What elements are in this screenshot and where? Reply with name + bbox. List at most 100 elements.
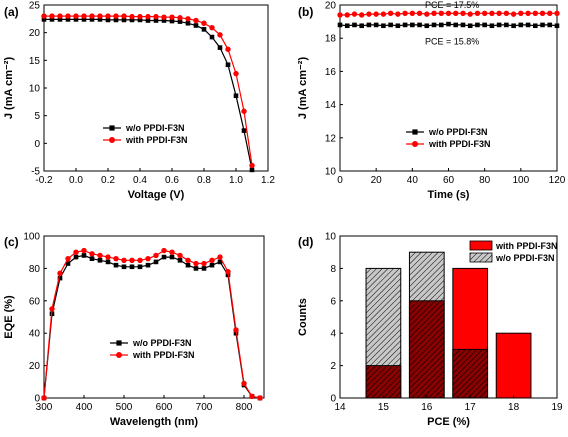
- data-point: [554, 10, 560, 16]
- data-point: [65, 17, 71, 22]
- data-point: [366, 22, 372, 28]
- data-point: [193, 260, 199, 267]
- x-tick-label: 60: [443, 175, 455, 186]
- data-point: [402, 22, 408, 28]
- data-point: [153, 18, 159, 23]
- data-point: [57, 13, 63, 19]
- data-point: [81, 17, 87, 22]
- data-point: [337, 22, 343, 28]
- data-point: [129, 13, 135, 20]
- x-axis-label: Time (s): [428, 189, 470, 201]
- data-point: [129, 264, 135, 270]
- x-tick-label: 0.2: [101, 175, 115, 186]
- data-point: [137, 264, 143, 270]
- x-tick-label: 300: [36, 402, 53, 413]
- y-axis-label: Counts: [297, 298, 309, 336]
- data-point: [352, 22, 357, 28]
- data-point: [504, 22, 509, 28]
- data-point: [533, 23, 538, 29]
- data-point: [431, 22, 437, 28]
- data-point: [153, 252, 159, 259]
- bar-with-ppdi: [365, 365, 402, 399]
- x-tick-label: -0.2: [35, 175, 53, 186]
- data-point: [547, 22, 553, 28]
- data-point: [73, 13, 79, 19]
- data-point: [257, 395, 263, 401]
- x-tick-label: 1.2: [261, 175, 275, 186]
- x-tick-label: 80: [479, 175, 491, 186]
- data-point: [97, 13, 103, 19]
- y-tick-label: 20: [325, 1, 337, 12]
- data-point: [65, 13, 71, 19]
- data-point: [89, 256, 95, 261]
- legend: with PPDI-F3N w/o PPDI-F3N: [469, 240, 558, 263]
- y-tick-label: 10: [29, 84, 41, 95]
- y-tick-label: 18: [325, 34, 337, 45]
- data-point: [109, 137, 115, 143]
- data-point: [489, 10, 495, 16]
- x-tick-label: 15: [378, 402, 390, 413]
- data-point: [395, 11, 401, 17]
- y-tick-label: -5: [31, 167, 40, 178]
- series-without-ppdi: [41, 253, 263, 401]
- data-point: [193, 23, 199, 28]
- y-tick-label: 4: [330, 329, 336, 340]
- series-with-ppdi: [337, 10, 560, 18]
- legend: w/o PPDI-F3N with PPDI-F3N: [406, 127, 491, 149]
- pce-annotation: PCE = 15.8%: [425, 37, 479, 47]
- data-point: [431, 10, 437, 16]
- panel-label: (c): [4, 235, 19, 249]
- data-point: [539, 10, 546, 16]
- y-tick-label: 60: [29, 296, 41, 307]
- data-point: [41, 395, 47, 401]
- data-point: [453, 22, 459, 28]
- legend-label: w/o PPDI-F3N: [428, 127, 488, 137]
- data-point: [105, 259, 111, 265]
- y-tick-label: 25: [29, 1, 41, 12]
- x-tick-label: 100: [512, 175, 529, 186]
- data-point: [89, 13, 95, 19]
- data-point: [416, 10, 423, 16]
- data-point: [380, 11, 387, 17]
- x-tick-label: 0.8: [197, 175, 211, 186]
- data-point: [81, 13, 87, 19]
- data-point: [233, 70, 239, 77]
- data-point: [438, 10, 444, 16]
- data-point: [137, 257, 143, 263]
- data-point: [510, 11, 517, 17]
- data-point: [366, 11, 372, 17]
- y-tick-label: 10: [325, 232, 337, 243]
- data-point: [453, 10, 459, 16]
- data-point: [169, 254, 175, 260]
- data-point: [402, 10, 408, 16]
- data-point: [161, 254, 167, 260]
- y-tick-label: 14: [325, 100, 337, 111]
- x-tick-label: 40: [407, 175, 419, 186]
- data-point: [161, 14, 167, 20]
- data-point: [41, 13, 47, 19]
- data-point: [129, 17, 135, 23]
- series-line: [43, 249, 261, 399]
- x-tick-label: 14: [334, 402, 346, 413]
- y-tick-label: 5: [34, 111, 40, 122]
- data-point: [201, 260, 207, 267]
- y-tick-label: 0: [330, 394, 336, 405]
- data-point: [185, 257, 191, 263]
- data-point: [177, 258, 183, 263]
- data-point: [217, 32, 223, 38]
- y-axis-label: EQE (%): [3, 295, 15, 339]
- y-tick-label: 0: [34, 394, 40, 405]
- data-point: [116, 340, 122, 346]
- data-point: [193, 17, 199, 24]
- data-point: [424, 11, 430, 17]
- x-tick-label: 500: [116, 402, 133, 413]
- data-point: [185, 262, 191, 268]
- legend-swatch-without: [469, 252, 493, 263]
- data-point: [540, 22, 545, 28]
- data-point: [121, 17, 127, 23]
- y-tick-label: 15: [29, 56, 41, 67]
- data-point: [145, 262, 151, 268]
- data-point: [249, 162, 255, 169]
- legend-label: with PPDI-F3N: [495, 241, 558, 251]
